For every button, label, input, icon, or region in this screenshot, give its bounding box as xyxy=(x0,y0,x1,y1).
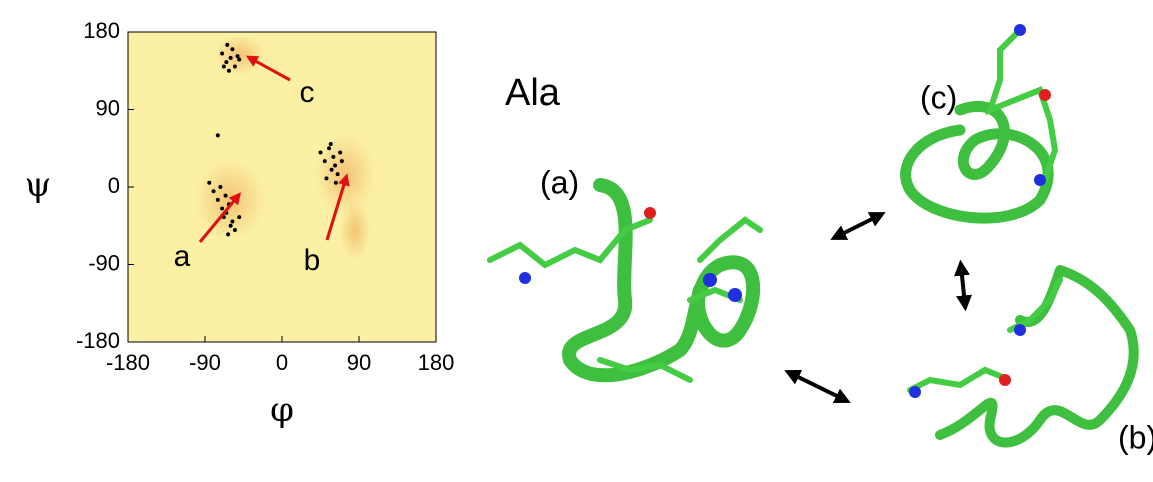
point xyxy=(318,150,323,155)
point xyxy=(220,206,225,211)
annotation: b xyxy=(304,244,321,277)
point xyxy=(237,57,242,62)
residue-label: Ala xyxy=(505,72,561,114)
point xyxy=(220,51,225,56)
x-tick-label: 180 xyxy=(418,350,455,375)
point xyxy=(331,154,336,159)
point xyxy=(235,54,240,59)
annotation-arrow xyxy=(325,173,350,241)
structure-label: (c) xyxy=(920,79,957,115)
y-tick-label: 180 xyxy=(83,18,120,43)
plot xyxy=(127,31,437,343)
structure-label: (b) xyxy=(1118,419,1153,455)
density xyxy=(315,135,375,215)
point xyxy=(228,223,233,228)
x-tick-label: -90 xyxy=(189,350,221,375)
point xyxy=(207,180,212,185)
density xyxy=(340,200,370,260)
point xyxy=(324,176,329,181)
point xyxy=(333,180,338,185)
molecule-b: (b) xyxy=(907,265,1153,455)
point xyxy=(228,55,233,60)
molecule-a: (a) xyxy=(487,164,763,383)
plot-area xyxy=(127,31,437,343)
x-axis-label: φ xyxy=(270,390,294,430)
y-axis-label: ψ xyxy=(25,165,52,205)
point xyxy=(215,133,220,138)
structure-label: (a) xyxy=(540,164,579,200)
y-tick-label: -90 xyxy=(88,250,120,275)
point xyxy=(335,172,340,177)
molecule-c: (c) xyxy=(900,24,1059,224)
point xyxy=(333,163,338,168)
y-tick-label: 0 xyxy=(108,173,120,198)
point xyxy=(232,64,237,69)
interconversion-arrow xyxy=(784,370,851,403)
point xyxy=(327,146,332,151)
annotation-arrow xyxy=(198,192,242,243)
y-tick-label: 90 xyxy=(96,95,120,120)
point xyxy=(218,185,223,189)
interconversion-arrow xyxy=(830,212,886,240)
point xyxy=(237,215,242,220)
point xyxy=(339,159,344,164)
point xyxy=(225,42,230,47)
point xyxy=(226,232,231,237)
point xyxy=(221,64,226,69)
annotation-arrow xyxy=(245,55,291,82)
point xyxy=(230,219,235,224)
point xyxy=(224,60,229,65)
point xyxy=(230,47,235,52)
point xyxy=(215,197,220,202)
x-tick-label: 0 xyxy=(276,350,288,375)
interconversion-arrow xyxy=(954,259,972,312)
point xyxy=(328,141,333,146)
point xyxy=(338,150,343,155)
annotation: c xyxy=(300,76,315,109)
point xyxy=(232,228,237,233)
x-tick-label: -180 xyxy=(106,350,150,375)
annotation: a xyxy=(174,240,191,273)
x-tick-label: 90 xyxy=(347,350,371,375)
point xyxy=(211,189,216,194)
point xyxy=(329,167,334,172)
density xyxy=(195,160,265,240)
point xyxy=(322,159,327,164)
y-tick-label: -180 xyxy=(76,328,120,353)
point xyxy=(223,193,228,198)
point xyxy=(226,68,231,73)
